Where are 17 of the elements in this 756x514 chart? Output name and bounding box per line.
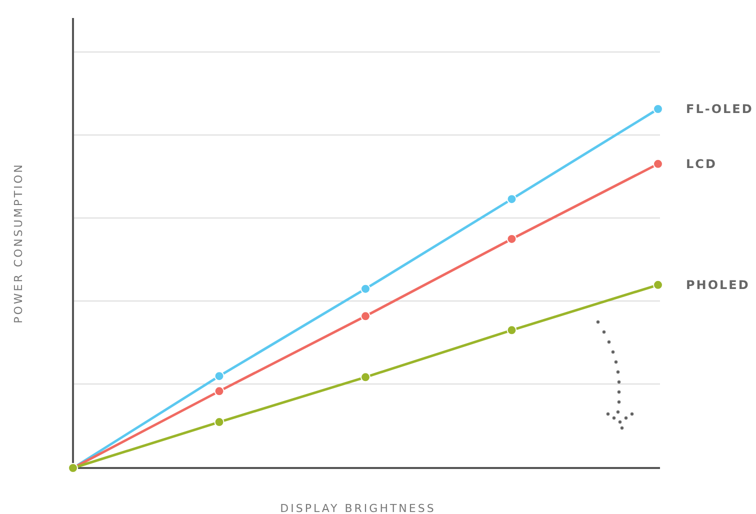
point — [506, 325, 517, 336]
y-axis-title: POWER CONSUMPTION — [12, 162, 25, 324]
point — [214, 371, 224, 382]
x-axis-title: DISPLAY BRIGHTNESS — [280, 502, 436, 514]
series-label: LCD — [686, 156, 717, 171]
point — [653, 280, 663, 290]
point — [653, 158, 663, 169]
point — [214, 386, 224, 396]
point — [214, 417, 224, 428]
series-label: PHOLED — [686, 278, 750, 292]
series-label: FL-OLED — [686, 102, 754, 116]
point — [360, 311, 370, 322]
point — [360, 372, 370, 382]
point — [506, 234, 517, 244]
point — [360, 284, 370, 294]
point — [653, 104, 663, 114]
point — [506, 194, 517, 204]
